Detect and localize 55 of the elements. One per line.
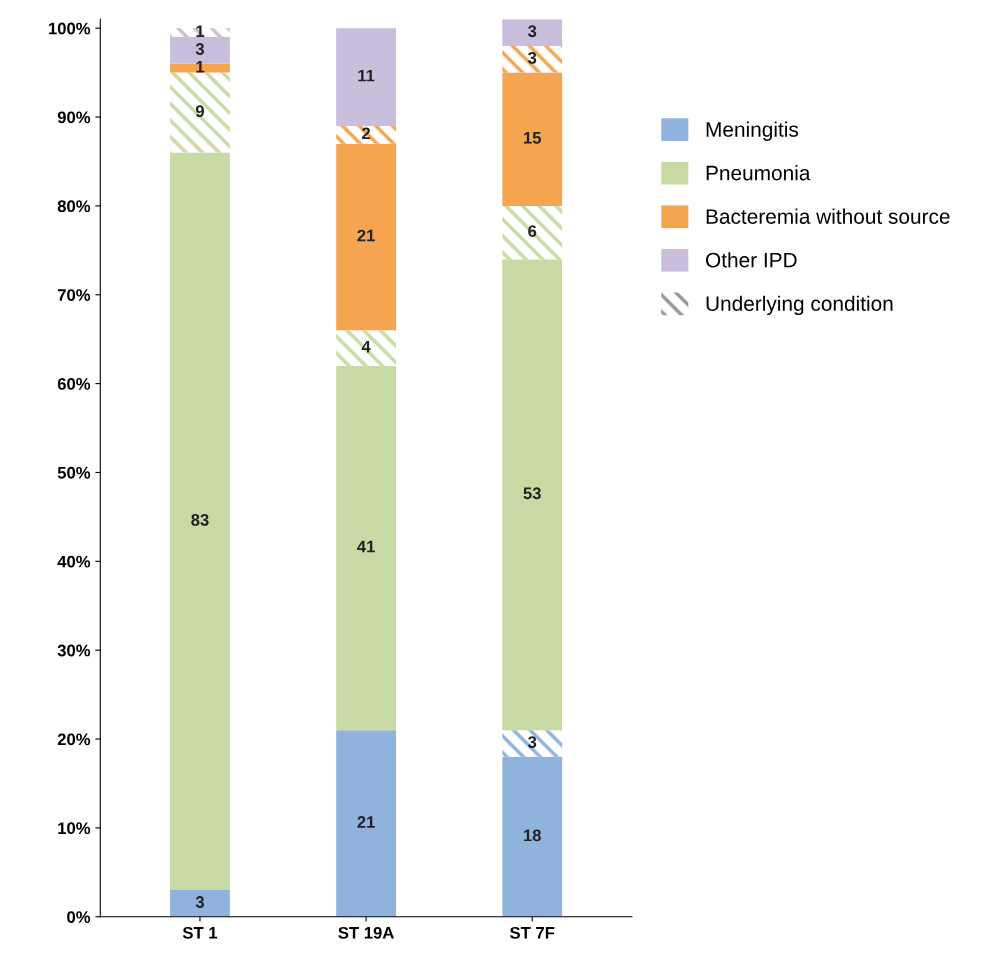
data-label: 15 (524, 132, 542, 144)
bar (170, 152, 230, 891)
bar (170, 890, 230, 917)
bar (336, 330, 396, 366)
bar (502, 756, 563, 917)
data-label: 1 (196, 25, 205, 37)
data-label: 3 (527, 736, 537, 748)
bar (336, 143, 396, 331)
data-label: 1 (196, 61, 205, 73)
legend-label: Meningitis (706, 121, 799, 141)
bar (336, 125, 396, 144)
legend-label: Pneumonia (706, 165, 811, 181)
data-label: 6 (528, 225, 537, 238)
bar (336, 28, 396, 126)
legend-label: Other IPD (706, 252, 797, 268)
x-tick-label: ST 7F (510, 926, 555, 939)
y-tick-label: 20% (57, 733, 91, 746)
bar (502, 730, 563, 757)
y-tick-label: 0% (67, 911, 91, 923)
bar (502, 259, 563, 731)
data-label: 21 (357, 816, 375, 828)
bar (336, 365, 396, 731)
bar (336, 730, 396, 917)
y-tick-label: 50% (57, 466, 91, 479)
text: Underlying condition (706, 295, 893, 316)
bar (502, 19, 563, 46)
data-label: 2 (362, 127, 371, 140)
data-label: 18 (524, 829, 541, 842)
bar (502, 45, 563, 73)
data-label: 83 (191, 514, 209, 526)
x-tick-label: ST 19A (338, 926, 394, 939)
bar (170, 72, 230, 153)
data-label: 3 (527, 51, 537, 64)
legend-label: Bacteremia without source (706, 208, 950, 224)
data-label: 3 (195, 43, 205, 55)
y-tick-label: 10% (58, 822, 91, 835)
y-tick-label: 60% (57, 378, 91, 390)
bar (502, 205, 563, 260)
x-tick-label: ST 1 (182, 926, 218, 939)
y-tick-label: 40% (57, 555, 91, 568)
y-tick-label: 80% (57, 200, 91, 213)
y-tick-label: 90% (57, 111, 91, 124)
data-label: 4 (361, 340, 371, 353)
data-label: 3 (527, 25, 537, 38)
bar (502, 72, 563, 206)
y-tick-label: 70% (57, 289, 91, 301)
data-label: 21 (357, 229, 375, 242)
y-tick-label: 30% (57, 644, 91, 657)
data-label: 53 (523, 487, 541, 500)
data-label: 11 (358, 69, 375, 82)
data-label: 41 (357, 540, 375, 553)
data-label: 9 (195, 105, 204, 118)
bar (170, 63, 230, 73)
data-label: 3 (195, 896, 205, 908)
y-tick-label: 100% (49, 22, 91, 35)
